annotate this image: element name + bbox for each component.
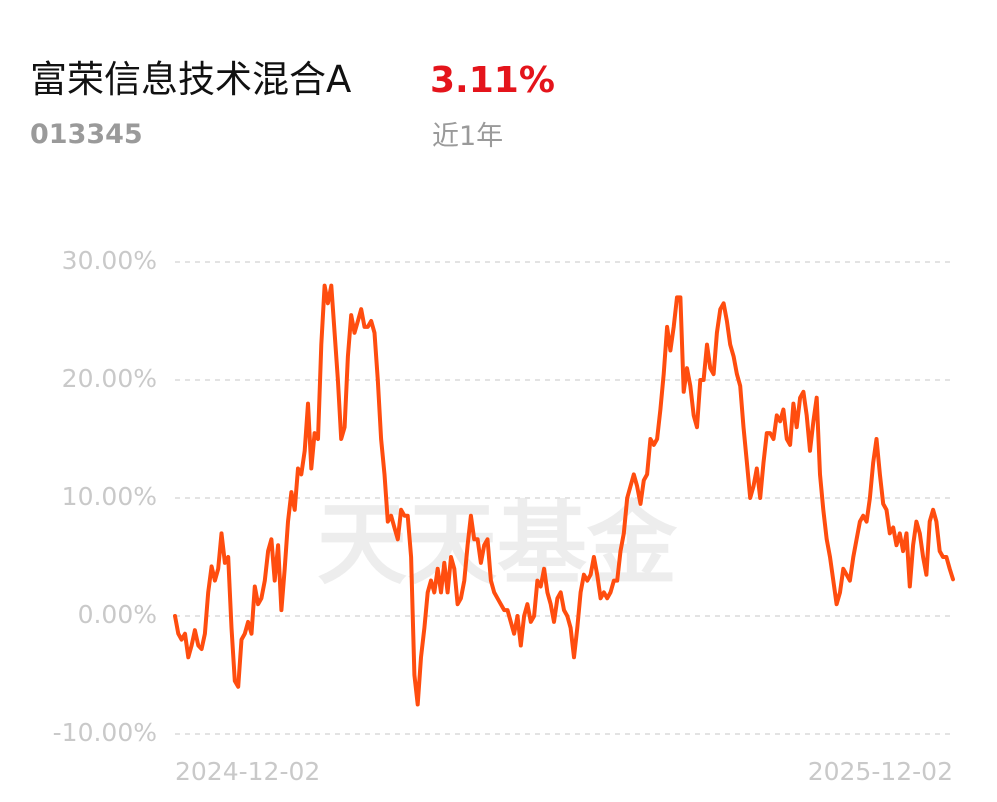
period: 近1年 (432, 121, 503, 152)
x-tick-label: 2025-12-02 (808, 757, 953, 786)
y-tick-label: 20.00% (62, 364, 157, 393)
y-tick-label: -10.00% (53, 718, 157, 747)
y-tick-label: 30.00% (62, 246, 157, 275)
y-tick-label: 10.00% (62, 482, 157, 511)
x-tick-label: 2024-12-02 (175, 757, 320, 786)
fund-change: 3.11% (430, 60, 555, 101)
y-tick-label: 0.00% (78, 600, 157, 629)
watermark: 天天基金 (317, 492, 678, 597)
fund-code: 013345 (30, 119, 143, 150)
fund-title: 富荣信息技术混合A (30, 58, 351, 101)
line-series (173, 283, 955, 707)
